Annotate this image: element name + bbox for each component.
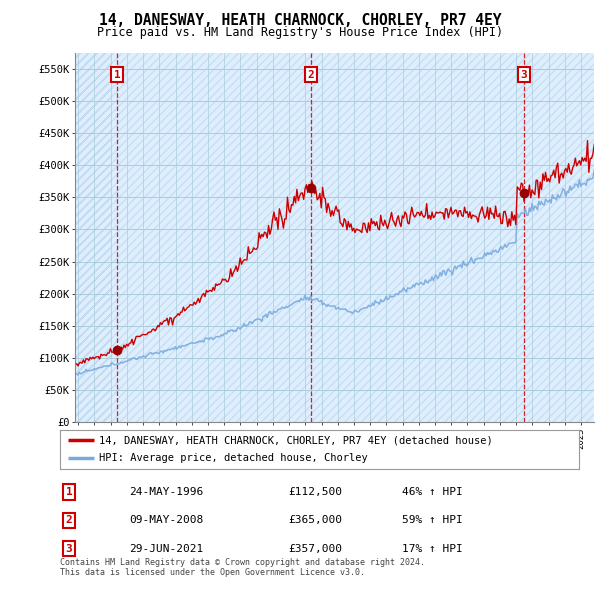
Text: 3: 3 — [521, 70, 527, 80]
Text: 3: 3 — [65, 544, 73, 553]
Text: 1: 1 — [65, 487, 73, 497]
Text: 24-MAY-1996: 24-MAY-1996 — [129, 487, 203, 497]
Text: 09-MAY-2008: 09-MAY-2008 — [129, 516, 203, 525]
Text: 2: 2 — [65, 516, 73, 525]
Text: Price paid vs. HM Land Registry's House Price Index (HPI): Price paid vs. HM Land Registry's House … — [97, 26, 503, 39]
Text: 29-JUN-2021: 29-JUN-2021 — [129, 544, 203, 553]
Text: 14, DANESWAY, HEATH CHARNOCK, CHORLEY, PR7 4EY (detached house): 14, DANESWAY, HEATH CHARNOCK, CHORLEY, P… — [99, 435, 493, 445]
Text: Contains HM Land Registry data © Crown copyright and database right 2024.
This d: Contains HM Land Registry data © Crown c… — [60, 558, 425, 577]
Text: 46% ↑ HPI: 46% ↑ HPI — [402, 487, 463, 497]
Text: HPI: Average price, detached house, Chorley: HPI: Average price, detached house, Chor… — [99, 453, 368, 463]
Text: 1: 1 — [113, 70, 121, 80]
Text: 59% ↑ HPI: 59% ↑ HPI — [402, 516, 463, 525]
Text: £357,000: £357,000 — [288, 544, 342, 553]
Text: 2: 2 — [308, 70, 314, 80]
Bar — [75, 53, 110, 422]
Text: £112,500: £112,500 — [288, 487, 342, 497]
Text: 14, DANESWAY, HEATH CHARNOCK, CHORLEY, PR7 4EY: 14, DANESWAY, HEATH CHARNOCK, CHORLEY, P… — [99, 13, 501, 28]
Text: 17% ↑ HPI: 17% ↑ HPI — [402, 544, 463, 553]
Text: £365,000: £365,000 — [288, 516, 342, 525]
